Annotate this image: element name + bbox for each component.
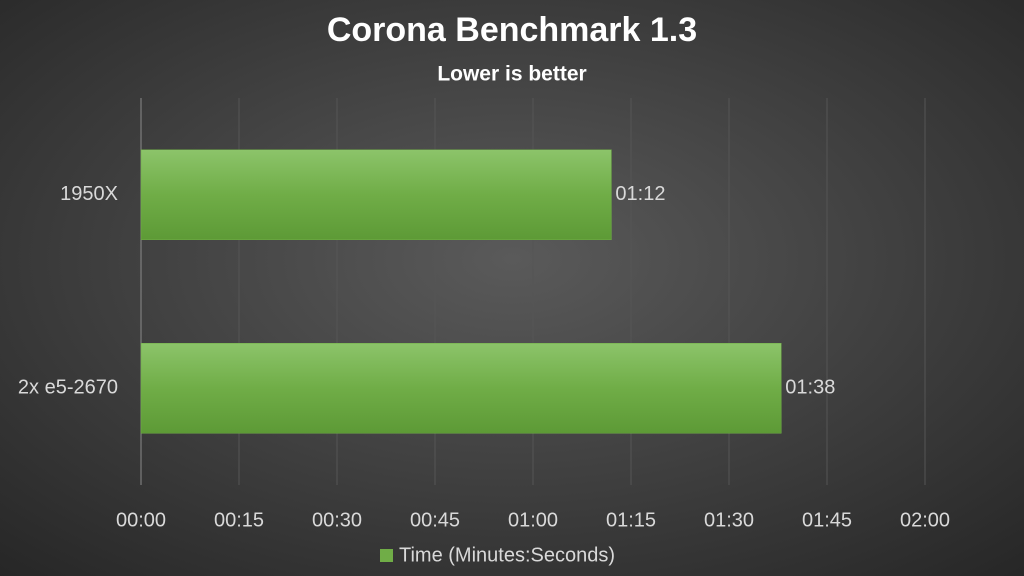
chart-title: Corona Benchmark 1.3 (327, 11, 697, 49)
x-tick-label: 00:30 (312, 509, 362, 531)
x-tick-label: 00:45 (410, 509, 460, 531)
legend-swatch (380, 549, 393, 562)
bar (140, 149, 612, 240)
x-tick-label: 01:30 (704, 509, 754, 531)
chart-subtitle: Lower is better (437, 63, 586, 86)
x-tick-label: 00:15 (214, 509, 264, 531)
y-tick-label: 1950X (60, 183, 118, 205)
bar (140, 343, 782, 434)
x-tick-label: 00:00 (116, 509, 166, 531)
legend-label: Time (Minutes:Seconds) (399, 544, 615, 566)
value-label: 01:38 (785, 377, 835, 399)
x-tick-label: 01:45 (802, 509, 852, 531)
x-tick-label: 01:15 (606, 509, 656, 531)
y-tick-label: 2x e5-2670 (18, 377, 118, 399)
x-tick-label: 01:00 (508, 509, 558, 531)
x-tick-label: 02:00 (900, 509, 950, 531)
value-label: 01:12 (615, 183, 665, 205)
